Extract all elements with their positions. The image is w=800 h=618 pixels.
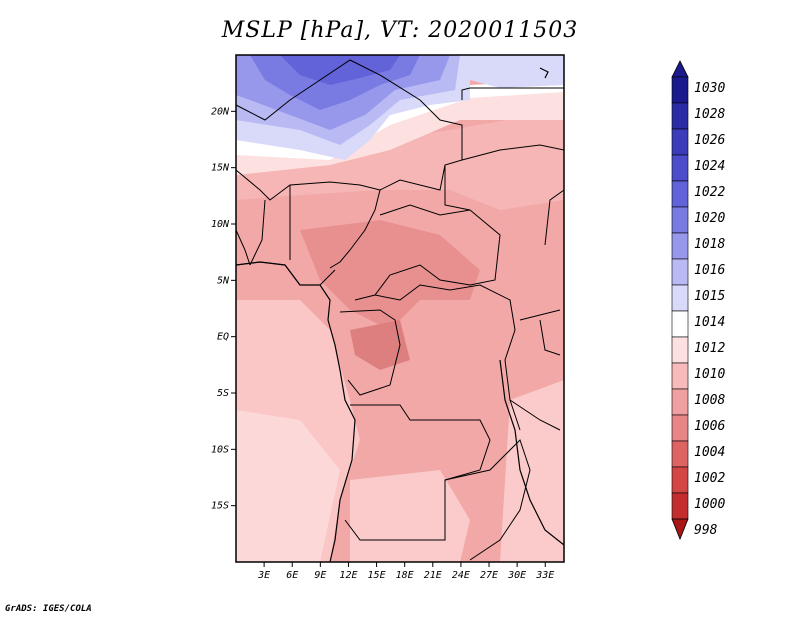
colorbar-swatch (671, 232, 689, 260)
lat-tick-label: 15S (211, 501, 229, 512)
lon-tick-label: 12E (339, 570, 357, 581)
coastline-path (539, 67, 549, 79)
map-frame (235, 54, 565, 563)
lat-tick-label: EQ (217, 332, 229, 343)
latitude-axis: 20N 15N 10N 5N EQ 5S 10S 15S (211, 106, 236, 512)
colorbar-swatch (671, 492, 689, 520)
longitude-axis: 3E 6E 9E 12E 15E 18E 21E 24E 27E 30E 33E (257, 562, 554, 581)
colorbar-swatch (671, 388, 689, 416)
border-line (236, 59, 463, 191)
country-borders (236, 59, 564, 561)
colorbar-label: 1030 (694, 81, 725, 96)
lon-tick-label: 3E (257, 570, 270, 581)
lat-tick-label: 10N (211, 219, 230, 230)
colorbar-swatch (671, 102, 689, 130)
lake-shore-path (499, 359, 565, 546)
field-1012-south (350, 470, 470, 562)
border-line (339, 309, 401, 396)
lon-tick-label: 9E (314, 570, 326, 581)
colorbar-label: 1028 (694, 107, 725, 122)
colorbar-swatch (671, 466, 689, 494)
colorbar-label: 1015 (694, 289, 725, 304)
colorbar-swatch (671, 128, 689, 156)
border-line (354, 204, 501, 301)
lat-tick-label: 15N (211, 163, 230, 174)
colorbar-label: 1014 (694, 315, 725, 330)
colorbar-bottom-arrow (671, 518, 689, 541)
lat-tick-label: 10S (211, 444, 229, 455)
coastline-path (235, 261, 356, 563)
colorbar-swatch (671, 206, 689, 234)
field-1008-congo (350, 320, 410, 370)
field-1012-southwest-inner (236, 410, 340, 562)
colorbar-label: 1022 (694, 185, 725, 200)
border-line (444, 144, 564, 211)
border-line (461, 87, 564, 100)
border-line (509, 309, 561, 431)
colorbar-label: 1020 (694, 211, 725, 226)
lon-tick-label: 15E (368, 570, 386, 581)
pressure-field (236, 55, 564, 562)
field-1016-northeast (470, 55, 564, 88)
colorbar-label: 1004 (694, 445, 725, 460)
border-line (544, 189, 564, 246)
lon-tick-label: 18E (396, 570, 414, 581)
lon-tick-label: 6E (286, 570, 298, 581)
lon-tick-label: 30E (507, 570, 526, 581)
colorbar-label: 1006 (694, 419, 725, 434)
coastline (235, 67, 565, 563)
grads-credit: GrADS: IGES/COLA (5, 604, 92, 614)
colorbar-label: 998 (694, 523, 718, 538)
lat-tick-label: 5S (217, 388, 229, 399)
colorbar-label: 1016 (694, 263, 725, 278)
colorbar-swatch (671, 284, 689, 312)
colorbar-label: 1012 (694, 341, 725, 356)
border-line (374, 284, 521, 431)
colorbar-swatch (671, 180, 689, 208)
border-line (249, 185, 291, 266)
field-1012-southeast (500, 380, 564, 562)
map-title: MSLP [hPa], VT: 2020011503 (221, 18, 579, 43)
colorbar-swatch (671, 362, 689, 390)
colorbar-label: 1000 (694, 497, 725, 512)
colorbar-label: 1002 (694, 471, 725, 486)
field-1012-north (236, 110, 564, 210)
lat-tick-label: 20N (211, 106, 230, 117)
colorbar-label: 1024 (694, 159, 725, 174)
border-line (236, 229, 251, 266)
colorbar-label: 1018 (694, 237, 725, 252)
border-line (344, 404, 491, 541)
colorbar-label: 1026 (694, 133, 725, 148)
lon-tick-label: 27E (480, 570, 498, 581)
colorbar-swatch (671, 258, 689, 286)
colorbar-top-arrow (671, 60, 689, 78)
colorbar-swatch (671, 440, 689, 468)
lon-tick-label: 21E (424, 570, 442, 581)
colorbar: 1030 1028 1026 1024 1022 1020 1018 1016 1015 1014… (671, 60, 725, 541)
lat-tick-label: 5N (217, 275, 230, 286)
colorbar-swatch (671, 76, 689, 104)
colorbar-label: 1010 (694, 367, 725, 382)
border-line (329, 189, 381, 269)
colorbar-swatch (671, 310, 689, 338)
lon-tick-label: 24E (452, 570, 470, 581)
lon-tick-label: 33E (535, 570, 554, 581)
border-line (444, 439, 531, 561)
colorbar-swatch (671, 414, 689, 442)
colorbar-swatch (671, 336, 689, 364)
colorbar-swatch (671, 154, 689, 182)
field-1024-region (280, 55, 400, 85)
colorbar-label: 1008 (694, 393, 725, 408)
